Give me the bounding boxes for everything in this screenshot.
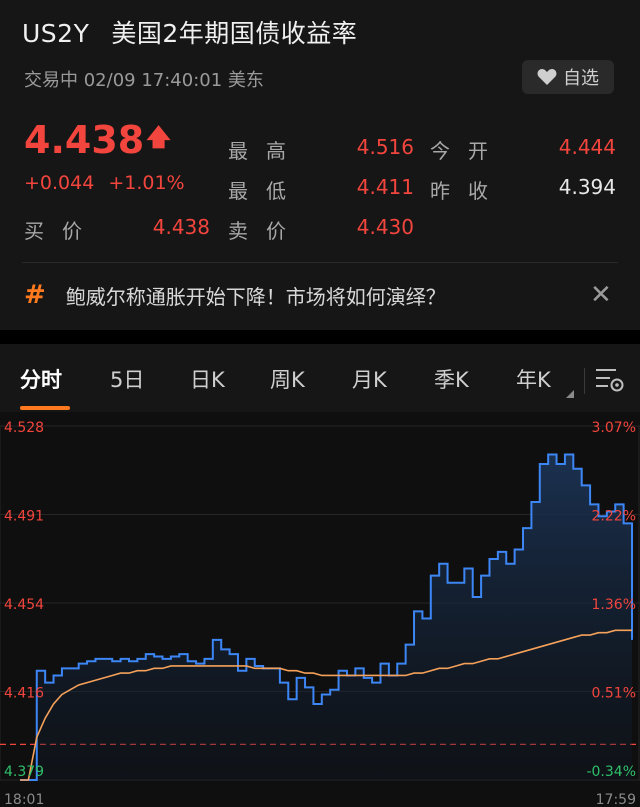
tab-quarterly-k[interactable]: 季K bbox=[434, 368, 469, 392]
security-title: US2Y 美国2年期国债收益率 bbox=[22, 14, 357, 50]
x-tick-label: 18:01 bbox=[4, 792, 44, 807]
last-price-value: 4.438 bbox=[24, 118, 145, 162]
change-percent: +1.01% bbox=[108, 172, 185, 194]
watch-label: 自选 bbox=[563, 68, 599, 89]
close-icon[interactable]: ✕ bbox=[590, 280, 612, 310]
last-price: 4.438 🡅 bbox=[24, 118, 171, 162]
y-left-tick-label: 4.491 bbox=[4, 509, 44, 525]
y-left-tick-label: 4.528 bbox=[4, 420, 44, 436]
x-tick-label: 17:59 bbox=[596, 792, 636, 807]
hashtag-icon: # bbox=[24, 280, 46, 310]
quote-header-panel: US2Y 美国2年期国债收益率 交易中 02/09 17:40:01 美东 自选 … bbox=[0, 0, 640, 330]
open-value: 4.444 bbox=[558, 135, 616, 159]
price-area bbox=[20, 454, 632, 780]
prev-close-value: 4.394 bbox=[558, 175, 616, 199]
news-text[interactable]: 鲍威尔称通胀开始下降！市场将如何演绎？ bbox=[65, 284, 446, 309]
y-right-tick-label: 3.07% bbox=[592, 420, 636, 436]
price-change: +0.044 +1.01% bbox=[24, 172, 185, 194]
y-right-tick-label: 1.36% bbox=[592, 597, 636, 613]
y-right-tick-label: 0.51% bbox=[592, 686, 636, 702]
high-label: 最高 bbox=[228, 139, 304, 163]
security-name: 美国2年期国债收益率 bbox=[111, 19, 358, 48]
tab-separator bbox=[584, 368, 585, 394]
low-value: 4.411 bbox=[356, 175, 414, 199]
chart-period-tabs: 分时 5日 日K 周K 月K 季K 年K bbox=[0, 344, 640, 412]
trading-status: 交易中 02/09 17:40:01 美东 bbox=[24, 70, 264, 91]
security-code: US2Y bbox=[22, 19, 90, 48]
y-left-tick-label: 4.454 bbox=[4, 597, 44, 613]
change-value: +0.044 bbox=[24, 172, 95, 194]
y-right-tick-label: -0.34% bbox=[586, 764, 636, 780]
y-right-tick-label: 2.22% bbox=[592, 509, 636, 525]
tab-monthly-k[interactable]: 月K bbox=[352, 368, 387, 392]
up-arrow-icon: 🡅 bbox=[146, 122, 171, 151]
intraday-chart-svg: 4.528 3.07% 4.491 2.22% 4.454 1.36% 4.416 0.51%… bbox=[0, 420, 640, 807]
open-label: 今开 bbox=[430, 139, 506, 163]
average-line bbox=[20, 629, 632, 781]
more-periods-indicator bbox=[566, 390, 574, 398]
ask-value: 4.430 bbox=[356, 215, 414, 239]
tab-intraday[interactable]: 分时 bbox=[20, 368, 62, 392]
divider bbox=[22, 262, 618, 263]
bid-value: 4.438 bbox=[152, 215, 210, 239]
add-watchlist-button[interactable]: 自选 bbox=[522, 60, 614, 94]
tab-5day[interactable]: 5日 bbox=[110, 368, 145, 392]
y-left-tick-label: 4.416 bbox=[4, 686, 44, 702]
ask-label: 卖价 bbox=[228, 219, 304, 243]
active-tab-indicator bbox=[20, 406, 70, 410]
tab-daily-k[interactable]: 日K bbox=[190, 368, 225, 392]
section-gap bbox=[0, 330, 640, 344]
tab-weekly-k[interactable]: 周K bbox=[270, 368, 305, 392]
chart-settings-icon[interactable] bbox=[594, 364, 626, 394]
intraday-chart[interactable]: 4.528 3.07% 4.491 2.22% 4.454 1.36% 4.416 0.51%… bbox=[0, 412, 640, 807]
y-left-tick-label: 4.379 bbox=[4, 764, 44, 780]
heart-icon bbox=[537, 69, 557, 85]
prev-close-label: 昨收 bbox=[430, 179, 506, 203]
price-line bbox=[20, 453, 633, 781]
news-banner[interactable]: # 鲍威尔称通胀开始下降！市场将如何演绎？ bbox=[24, 280, 446, 310]
low-label: 最低 bbox=[228, 179, 304, 203]
high-value: 4.516 bbox=[356, 135, 414, 159]
bid-label: 买价 bbox=[24, 219, 100, 243]
tab-yearly-k[interactable]: 年K bbox=[516, 368, 551, 392]
